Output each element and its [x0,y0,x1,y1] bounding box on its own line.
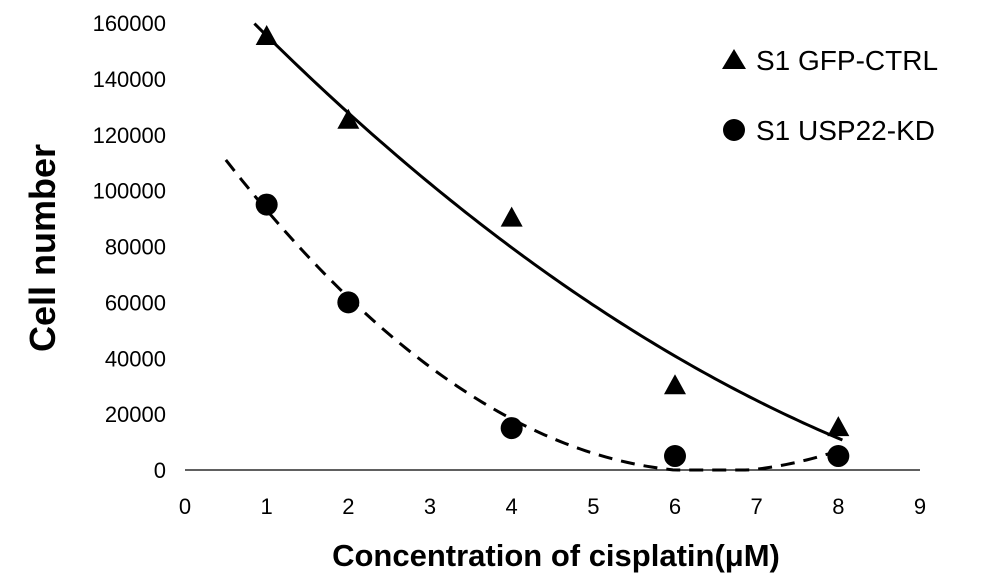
x-tick-label: 1 [261,494,273,519]
y-tick-label: 160000 [93,11,166,36]
y-tick-label: 0 [154,458,166,483]
x-tick-label: 5 [587,494,599,519]
y-tick-label: 100000 [93,179,166,204]
y-tick-label: 60000 [105,290,166,315]
point-usp22-kd [827,445,850,468]
x-tick-label: 8 [832,494,844,519]
y-axis-title: Cell number [22,144,63,352]
point-usp22-kd [500,417,523,440]
y-tick-label: 40000 [105,346,166,371]
legend-label: S1 GFP-CTRL [756,45,938,76]
x-tick-label: 0 [179,494,191,519]
x-tick-label: 2 [342,494,354,519]
legend-label: S1 USP22-KD [756,115,935,146]
trendlines [224,22,844,472]
point-usp22-kd [337,291,360,314]
legend: S1 GFP-CTRL S1 USP22-KD [722,45,938,146]
y-tick-label: 120000 [93,123,166,148]
x-axis-title: Concentration of cisplatin(μM) [332,538,780,573]
x-tick-label: 7 [751,494,763,519]
trendline-gfp-ctrl [253,22,844,442]
point-usp22-kd [255,193,278,216]
x-tick-label: 3 [424,494,436,519]
y-tick-label: 20000 [105,402,166,427]
legend-triangle-marker [722,49,746,69]
data-points [255,24,850,468]
point-gfp-ctrl [827,416,850,437]
point-usp22-kd [664,445,686,468]
point-gfp-ctrl [664,374,686,395]
trendline-usp22-kd [224,158,843,472]
y-tick-label: 80000 [105,235,166,260]
axes: 0 1 2 3 4 5 6 7 8 9 0 20000 40000 60000 80000 100000 120… [93,11,927,519]
point-gfp-ctrl [255,24,278,45]
y-tick-label: 140000 [93,67,166,92]
point-gfp-ctrl [337,108,360,129]
x-tick-label: 9 [914,494,926,519]
point-gfp-ctrl [500,206,523,227]
legend-circle-marker [723,119,745,141]
x-tick-label: 4 [506,494,518,519]
x-tick-label: 6 [669,494,681,519]
